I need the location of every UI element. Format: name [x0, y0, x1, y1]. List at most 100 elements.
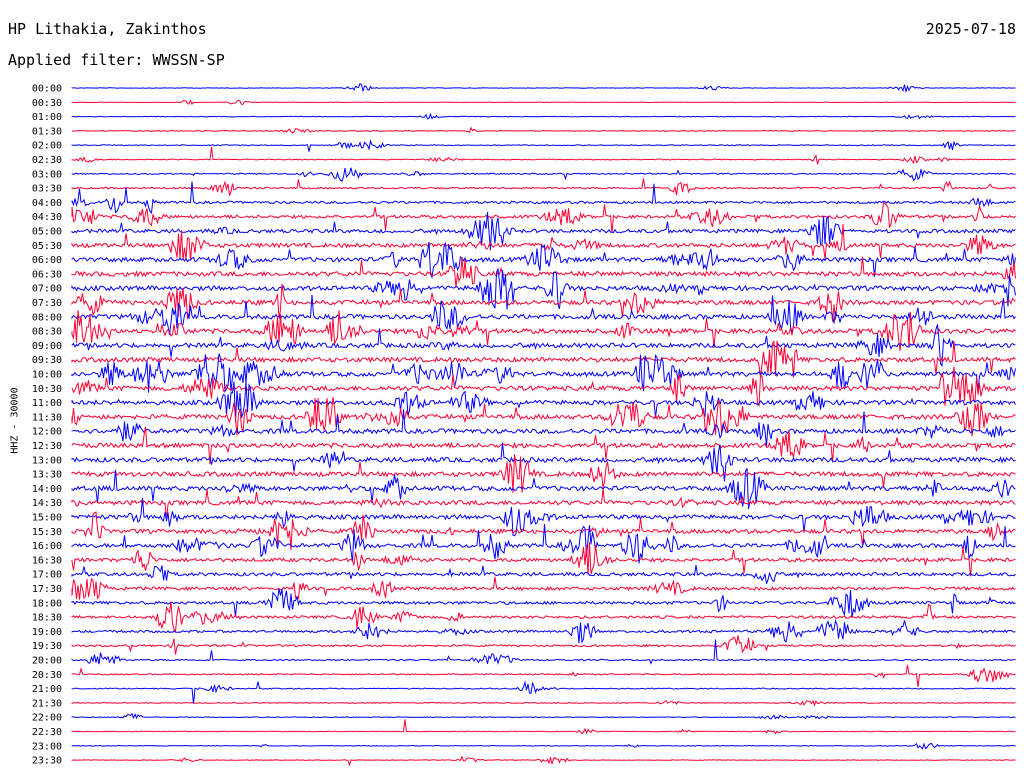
row-label-36: 18:00 — [32, 598, 62, 609]
row-label-6: 03:00 — [32, 169, 62, 180]
trace-1 — [71, 99, 1016, 106]
row-label-29: 14:30 — [32, 498, 62, 509]
trace-26 — [71, 442, 1016, 482]
row-label-5: 02:30 — [32, 155, 62, 166]
trace-13 — [71, 256, 1016, 288]
trace-9 — [71, 201, 1016, 233]
row-label-13: 06:30 — [32, 269, 62, 280]
row-label-26: 13:00 — [32, 455, 62, 466]
row-label-31: 15:30 — [32, 527, 62, 538]
row-label-0: 00:00 — [32, 84, 62, 95]
row-label-2: 01:00 — [32, 112, 62, 123]
row-label-22: 11:00 — [32, 398, 62, 409]
row-label-18: 09:00 — [32, 341, 62, 352]
row-label-20: 10:00 — [32, 370, 62, 381]
trace-40 — [71, 639, 1016, 665]
trace-15 — [71, 283, 1016, 322]
trace-22 — [71, 381, 1016, 423]
trace-4 — [71, 139, 1016, 152]
trace-41 — [71, 664, 1016, 688]
row-label-7: 03:30 — [32, 184, 62, 195]
trace-24 — [71, 409, 1016, 448]
trace-0 — [71, 83, 1016, 94]
trace-37 — [71, 601, 1016, 633]
row-label-24: 12:00 — [32, 427, 62, 438]
row-label-41: 20:30 — [32, 670, 62, 681]
trace-21 — [71, 366, 1016, 408]
trace-11 — [71, 223, 1016, 261]
row-label-11: 05:30 — [32, 241, 62, 252]
row-label-1: 00:30 — [32, 98, 62, 109]
trace-39 — [71, 635, 1016, 655]
row-label-40: 20:00 — [32, 656, 62, 667]
trace-46 — [71, 742, 1016, 750]
trace-23 — [71, 396, 1016, 437]
row-label-33: 16:30 — [32, 555, 62, 566]
row-label-28: 14:00 — [32, 484, 62, 495]
row-label-12: 06:00 — [32, 255, 62, 266]
row-label-14: 07:00 — [32, 284, 62, 295]
trace-35 — [71, 576, 1016, 600]
row-label-47: 23:30 — [32, 756, 62, 767]
station-title: HP Lithakia, Zakinthos — [8, 20, 207, 38]
trace-34 — [71, 565, 1016, 584]
row-label-45: 22:30 — [32, 727, 62, 738]
trace-12 — [71, 241, 1016, 280]
trace-8 — [71, 181, 1016, 215]
row-label-46: 23:00 — [32, 741, 62, 752]
row-label-21: 10:30 — [32, 384, 62, 395]
row-label-32: 16:00 — [32, 541, 62, 552]
row-label-16: 08:00 — [32, 312, 62, 323]
trace-30 — [71, 497, 1016, 537]
trace-5 — [71, 146, 1016, 165]
trace-2 — [71, 112, 1016, 120]
row-label-35: 17:30 — [32, 584, 62, 595]
trace-31 — [71, 511, 1016, 551]
row-label-9: 04:30 — [32, 212, 62, 223]
trace-7 — [71, 178, 1016, 196]
trace-45 — [71, 719, 1016, 735]
date-label: 2025-07-18 — [925, 20, 1016, 38]
trace-18 — [71, 324, 1016, 368]
trace-20 — [71, 353, 1016, 394]
trace-44 — [71, 712, 1016, 720]
trace-25 — [71, 426, 1016, 465]
row-label-27: 13:30 — [32, 470, 62, 481]
trace-33 — [71, 542, 1016, 577]
row-label-30: 15:00 — [32, 513, 62, 524]
trace-47 — [71, 755, 1016, 767]
row-label-8: 04:00 — [32, 198, 62, 209]
trace-42 — [71, 680, 1016, 704]
trace-14 — [71, 267, 1016, 310]
row-label-4: 02:00 — [32, 141, 62, 152]
trace-19 — [71, 340, 1016, 378]
trace-32 — [71, 523, 1016, 564]
trace-3 — [71, 126, 1016, 134]
row-label-17: 08:30 — [32, 327, 62, 338]
row-label-23: 11:30 — [32, 412, 62, 423]
row-label-38: 19:00 — [32, 627, 62, 638]
trace-10 — [71, 211, 1016, 251]
trace-43 — [71, 699, 1016, 707]
row-label-25: 12:30 — [32, 441, 62, 452]
trace-28 — [71, 467, 1016, 509]
trace-16 — [71, 294, 1016, 335]
row-label-3: 01:30 — [32, 126, 62, 137]
row-label-15: 07:30 — [32, 298, 62, 309]
row-label-10: 05:00 — [32, 227, 62, 238]
trace-36 — [71, 588, 1016, 618]
trace-27 — [71, 454, 1016, 493]
row-label-42: 21:00 — [32, 684, 62, 695]
row-label-19: 09:30 — [32, 355, 62, 366]
row-label-39: 19:30 — [32, 641, 62, 652]
row-label-34: 17:00 — [32, 570, 62, 581]
filter-label: Applied filter: WWSSN-SP — [8, 51, 225, 69]
row-label-43: 21:30 — [32, 698, 62, 709]
row-label-44: 22:00 — [32, 713, 62, 724]
trace-38 — [71, 619, 1016, 645]
row-label-37: 18:30 — [32, 613, 62, 624]
trace-17 — [71, 310, 1016, 351]
trace-6 — [71, 167, 1016, 182]
trace-29 — [71, 488, 1016, 520]
